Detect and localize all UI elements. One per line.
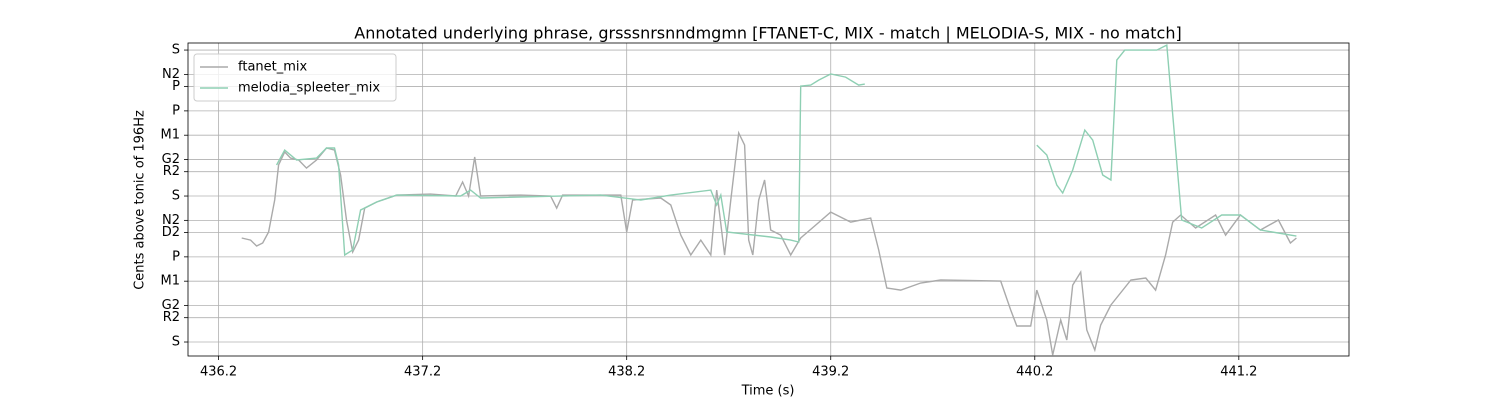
x-tick-label: 440.2 bbox=[1016, 365, 1053, 380]
y-tick-label: N2 bbox=[162, 213, 180, 228]
x-tick-label: 438.2 bbox=[608, 365, 645, 380]
y-tick-label: P bbox=[172, 249, 180, 264]
y-tick-label: G2 bbox=[162, 298, 180, 313]
y-tick-label: S bbox=[172, 43, 180, 58]
x-tick-label: 441.2 bbox=[1220, 365, 1257, 380]
y-tick-label: S bbox=[172, 189, 180, 204]
x-axis-label: Time (s) bbox=[741, 384, 795, 399]
y-tick-label: M1 bbox=[161, 128, 181, 143]
legend-box bbox=[193, 53, 397, 102]
x-tick-label: 436.2 bbox=[200, 365, 237, 380]
chart-title: Annotated underlying phrase, grsssnrsnnd… bbox=[354, 24, 1181, 43]
y-tick-label: R2 bbox=[163, 164, 180, 179]
x-tick-label: 439.2 bbox=[812, 365, 849, 380]
line-series bbox=[275, 44, 1297, 257]
y-tick-label: P bbox=[172, 103, 180, 118]
y-tick-label: G2 bbox=[162, 152, 180, 167]
legend-label: melodia_spleeter_mix bbox=[238, 81, 380, 96]
legend-label: ftanet_mix bbox=[238, 60, 308, 75]
y-tick-label: N2 bbox=[162, 67, 180, 82]
plot-frame bbox=[187, 42, 1350, 357]
y-axis-label: Cents above tonic of 196Hz bbox=[133, 110, 148, 290]
y-tick-label: S bbox=[172, 335, 180, 350]
y-tick-label: R2 bbox=[163, 310, 180, 325]
x-tick-label: 437.2 bbox=[404, 365, 441, 380]
y-tick-label: M1 bbox=[161, 274, 181, 289]
y-tick-label: P bbox=[172, 79, 180, 94]
line-series bbox=[241, 130, 1297, 356]
y-tick-label: D2 bbox=[162, 225, 180, 240]
